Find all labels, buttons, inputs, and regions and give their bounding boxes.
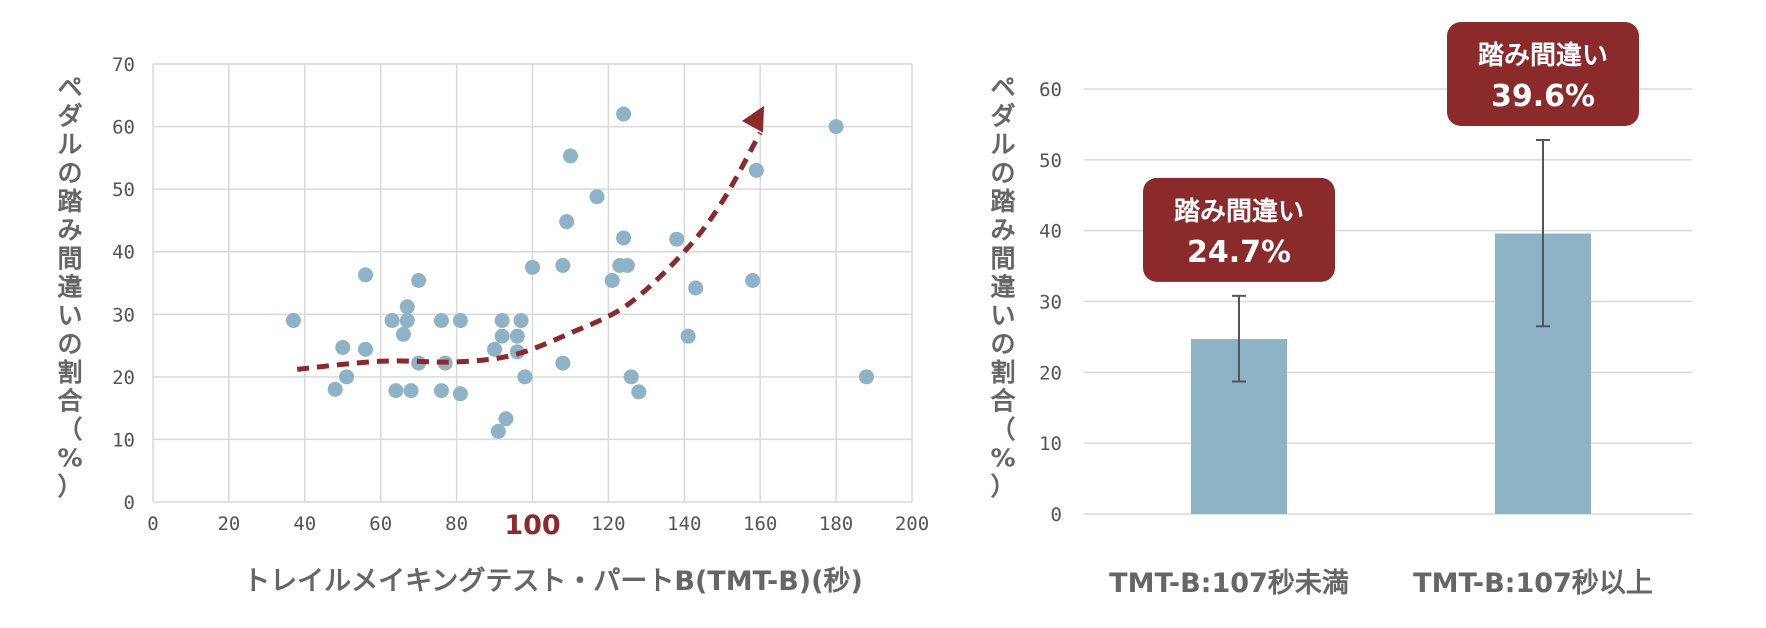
scatter-x-tick-label: 40 [293, 513, 316, 535]
callout-value: 39.6% [1491, 79, 1595, 114]
trend-arrowhead [741, 105, 765, 133]
scatter-point [669, 231, 685, 247]
scatter-y-axis-label: ペダルの踏み間違いの割合（%） [57, 73, 83, 501]
callout-label: 踏み間違い [1174, 197, 1304, 227]
scatter-point [555, 355, 571, 371]
scatter-point [619, 257, 635, 273]
scatter-x-tick-label: 160 [743, 513, 777, 535]
trend-curve [296, 131, 763, 372]
scatter-x-tick-label: 0 [147, 513, 158, 535]
bar-y-tick-label: 10 [1039, 433, 1062, 455]
scatter-point [517, 369, 533, 385]
scatter-x-tick-label: 140 [667, 513, 701, 535]
bar-category-label: TMT-B:107秒未満 [1109, 568, 1349, 599]
scatter-y-tick-label: 30 [112, 304, 135, 326]
scatter-x-tick-label: 20 [217, 513, 240, 535]
scatter-x-tick-label: 60 [369, 513, 392, 535]
scatter-y-tick-label: 20 [112, 367, 135, 389]
scatter-point [494, 328, 510, 344]
scatter-point [358, 341, 374, 357]
scatter-y-tick-label: 70 [112, 54, 135, 76]
scatter-point [559, 214, 575, 230]
scatter-point [509, 328, 525, 344]
bar-y-tick-label: 0 [1051, 504, 1062, 526]
scatter-point [498, 411, 514, 427]
scatter-x-tick-label: 180 [819, 513, 853, 535]
scatter-y-tick-label: 40 [112, 242, 135, 264]
scatter-point [403, 383, 419, 399]
scatter-point [339, 369, 355, 385]
scatter-point [623, 369, 639, 385]
scatter-point [433, 383, 449, 399]
bar-y-tick-label: 40 [1039, 221, 1062, 243]
scatter-point [384, 313, 400, 329]
scatter-point [828, 119, 844, 135]
bar-chart: 0 10 20 30 40 50 60 踏み間違い 24.7% 踏み間違い 39.6% TMT-B… [990, 22, 1692, 599]
scatter-point [745, 272, 761, 288]
scatter-point [680, 328, 696, 344]
scatter-point [589, 189, 605, 205]
scatter-points [285, 106, 874, 439]
callout-label: 踏み間違い [1478, 41, 1608, 71]
bar-category-labels: TMT-B:107秒未満 TMT-B:107秒以上 [1109, 568, 1653, 599]
scatter-x-tick-label-highlight: 100 [504, 510, 560, 541]
scatter-point [433, 313, 449, 329]
scatter-trend-arrow [296, 105, 765, 372]
scatter-point [452, 313, 468, 329]
scatter-point [358, 267, 374, 283]
bar-y-tick-label: 20 [1039, 362, 1062, 384]
bar-callouts: 踏み間違い 24.7% 踏み間違い 39.6% [1143, 22, 1639, 282]
scatter-point [631, 384, 647, 400]
scatter-point [487, 341, 503, 357]
scatter-y-tick-label: 0 [124, 492, 135, 514]
scatter-y-tick-label: 60 [112, 117, 135, 139]
scatter-point [399, 313, 415, 329]
scatter-point [490, 423, 506, 439]
scatter-point [335, 339, 351, 355]
scatter-x-axis-label: トレイルメイキングテスト・パートB(TMT-B)(秒) [243, 565, 863, 597]
scatter-point [562, 148, 578, 164]
scatter-point [616, 106, 632, 122]
scatter-point [411, 272, 427, 288]
scatter-x-tick-label: 120 [591, 513, 625, 535]
bar-y-axis-label: ペダルの踏み間違いの割合（%） [990, 73, 1016, 501]
callout-value: 24.7% [1187, 235, 1291, 270]
scatter-point [395, 326, 411, 342]
bar-category-label: TMT-B:107秒以上 [1413, 568, 1653, 599]
bar-gridlines [1084, 88, 1692, 515]
scatter-point [494, 313, 510, 329]
scatter-point [604, 272, 620, 288]
scatter-point [748, 162, 764, 178]
scatter-chart: 0 10 20 30 40 50 60 70 0 20 40 60 80 100 120 140 160 180… [57, 54, 929, 597]
scatter-x-tick-label: 200 [895, 513, 929, 535]
scatter-y-tick-label: 50 [112, 179, 135, 201]
scatter-point [555, 257, 571, 273]
scatter-point [513, 313, 529, 329]
callout-box [1447, 22, 1639, 126]
bar-error-bars [1232, 139, 1550, 383]
scatter-point [525, 259, 540, 275]
scatter-gridlines [152, 63, 913, 503]
scatter-point [452, 386, 468, 402]
scatter-x-tick-label: 80 [445, 513, 468, 535]
scatter-point [858, 369, 874, 385]
bar-y-tick-label: 30 [1039, 292, 1062, 314]
scatter-point [285, 313, 301, 329]
scatter-point [616, 230, 632, 246]
callout-box [1143, 177, 1335, 282]
bar-y-tick-label: 60 [1039, 79, 1062, 101]
scatter-y-tick-labels: 0 10 20 30 40 50 60 70 [112, 54, 135, 514]
scatter-point [399, 299, 415, 315]
scatter-point [688, 280, 704, 296]
scatter-point [327, 381, 343, 397]
bar-y-tick-label: 50 [1039, 150, 1062, 172]
scatter-point [388, 383, 404, 399]
scatter-x-tick-labels: 0 20 40 60 80 100 120 140 160 180 200 [147, 510, 929, 541]
scatter-y-tick-label: 10 [112, 429, 135, 451]
bar-y-tick-labels: 0 10 20 30 40 50 60 [1039, 79, 1062, 526]
